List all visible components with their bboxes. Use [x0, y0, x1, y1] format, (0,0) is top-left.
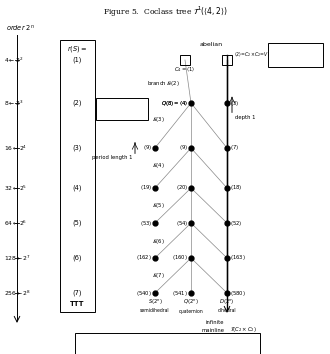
Text: TTT: TTT [70, 301, 85, 307]
Text: $(9)$: $(9)$ [179, 143, 188, 153]
Text: abelian: abelian [199, 42, 222, 47]
Text: $r(S) =$: $r(S) =$ [67, 44, 88, 54]
Text: $(162)$: $(162)$ [136, 253, 152, 263]
Text: TKT: TKT [80, 348, 93, 354]
Bar [75, 333, 260, 354]
Text: period length 1: period length 1 [92, 154, 133, 160]
Text: $\mathcal{B}(5)$: $\mathcal{B}(5)$ [152, 201, 165, 211]
Bar [180, 55, 190, 65]
Text: $\mathcal{B}(4)$: $\mathcal{B}(4)$ [152, 161, 165, 171]
Text: $(7)$: $(7)$ [230, 143, 239, 153]
Text: $(53)$: $(53)$ [140, 218, 152, 228]
Text: Q.6: Q.6 [181, 348, 191, 354]
Text: mainline: mainline [201, 327, 224, 332]
Bar [268, 43, 323, 67]
Text: $(540)$: $(540)$ [136, 289, 152, 297]
Text: TKT: TKT [272, 61, 285, 65]
Text: $(580)$: $(580)$ [230, 289, 246, 297]
Text: $Q(8)=\langle 4\rangle$: $Q(8)=\langle 4\rangle$ [161, 98, 188, 108]
Text: $\varkappa =$: $\varkappa =$ [272, 45, 283, 53]
Text: TKT: TKT [100, 114, 113, 119]
Text: Figure 5.  Coclass tree $\mathcal{T}^1(\langle 4,2\rangle)$: Figure 5. Coclass tree $\mathcal{T}^1(\l… [103, 5, 227, 19]
Text: $C_4 = \langle 1\rangle$: $C_4 = \langle 1\rangle$ [174, 65, 196, 74]
Text: semidihedral: semidihedral [140, 308, 170, 314]
Text: $256 \leftarrow 2^8$: $256 \leftarrow 2^8$ [4, 289, 31, 298]
Text: $8 \leftarrow 2^3$: $8 \leftarrow 2^3$ [4, 98, 23, 108]
Text: d.8: d.8 [225, 348, 235, 354]
Bar [96, 98, 148, 120]
Text: branch $\mathcal{B}(2)$: branch $\mathcal{B}(2)$ [147, 80, 180, 88]
Text: (4): (4) [73, 185, 82, 191]
Text: $D(2^n)$: $D(2^n)$ [219, 297, 235, 307]
Text: (1): (1) [73, 57, 82, 63]
Text: depth 1: depth 1 [235, 115, 255, 120]
Text: $(160)$: $(160)$ [172, 253, 188, 263]
Text: Q.5: Q.5 [122, 114, 133, 119]
Text: $16 \leftarrow 2^4$: $16 \leftarrow 2^4$ [4, 143, 27, 153]
Text: $\langle 2\rangle\!=\!C_2\!\times\!C_2\!=\!V_4$: $\langle 2\rangle\!=\!C_2\!\times\!C_2\!… [234, 51, 271, 59]
Text: $32 \leftarrow 2^5$: $32 \leftarrow 2^5$ [4, 183, 27, 193]
Text: $\mathcal{B}(6)$: $\mathcal{B}(6)$ [152, 236, 165, 246]
Text: quaternion: quaternion [179, 308, 203, 314]
Text: (3): (3) [73, 145, 82, 151]
Text: $(163)$: $(163)$ [230, 253, 246, 263]
Text: $(541)$: $(541)$ [172, 289, 188, 297]
Text: (7): (7) [73, 290, 82, 296]
Text: $(3)$: $(3)$ [230, 98, 239, 108]
Text: $(52)$: $(52)$ [230, 218, 242, 228]
Text: $S(2^n)$: $S(2^n)$ [148, 297, 162, 307]
Text: s.4: s.4 [127, 348, 136, 354]
Text: (000): (000) [296, 46, 312, 51]
Text: $64 \leftarrow 2^6$: $64 \leftarrow 2^6$ [4, 218, 27, 228]
Text: (2): (2) [73, 100, 82, 106]
Text: (210): (210) [225, 337, 241, 342]
Text: $(54)$: $(54)$ [176, 218, 188, 228]
Text: $(18)$: $(18)$ [230, 183, 242, 193]
Bar [222, 55, 232, 65]
Text: $\varkappa =$: $\varkappa =$ [100, 101, 112, 108]
Text: (6): (6) [73, 255, 82, 261]
Text: $\mathcal{B}(3)$: $\mathcal{B}(3)$ [152, 115, 165, 125]
Bar [60, 40, 95, 312]
Text: $Q(2^n)$: $Q(2^n)$ [183, 297, 199, 307]
Text: $\varkappa =$: $\varkappa =$ [80, 335, 91, 343]
Text: a.1: a.1 [296, 61, 305, 65]
Text: $\mathcal{T}(C_2\times C_2)$: $\mathcal{T}(C_2\times C_2)$ [230, 325, 257, 335]
Text: (211): (211) [127, 337, 143, 342]
Text: $Q(8) = \langle 4\rangle$: $Q(8) = \langle 4\rangle$ [161, 98, 188, 108]
Text: $(9)$: $(9)$ [143, 143, 152, 153]
Text: $128 \leftarrow 2^7$: $128 \leftarrow 2^7$ [4, 253, 31, 263]
Text: $4 \leftarrow 2^2$: $4 \leftarrow 2^2$ [4, 55, 23, 65]
Text: $\mathcal{B}(7)$: $\mathcal{B}(7)$ [152, 272, 165, 280]
Text: infinite: infinite [206, 320, 224, 325]
Text: $(19)$: $(19)$ [140, 183, 152, 193]
Text: (210): (210) [181, 337, 197, 342]
Text: dihedral: dihedral [218, 308, 236, 314]
Text: (122): (122) [122, 102, 138, 107]
Text: $(20)$: $(20)$ [176, 183, 188, 193]
Text: order $2^n$: order $2^n$ [6, 23, 35, 33]
Text: (5): (5) [73, 220, 82, 226]
